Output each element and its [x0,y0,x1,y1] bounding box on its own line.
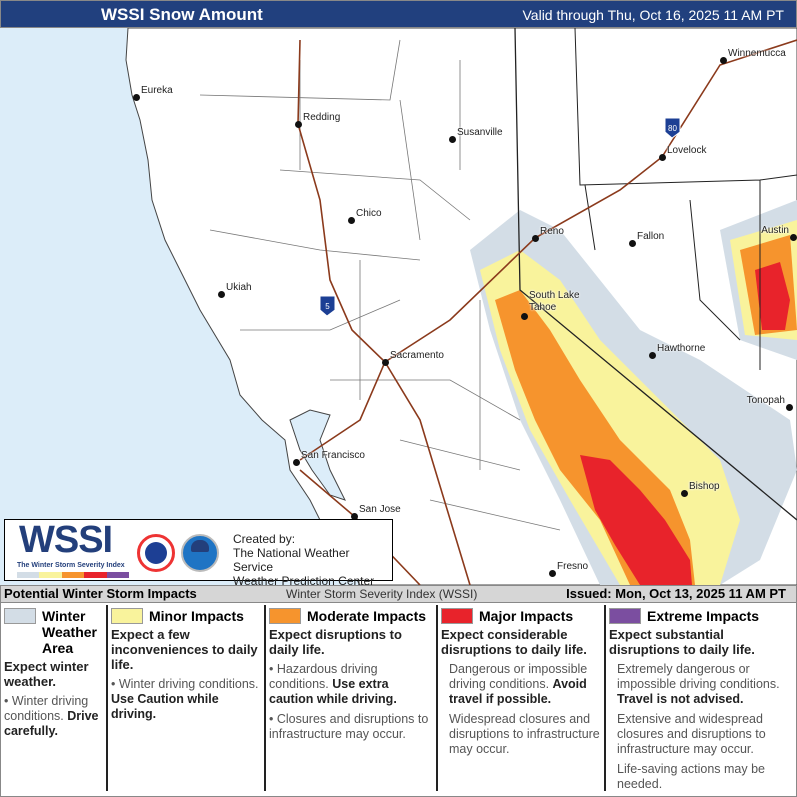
legend-expectation: Expect a few inconveniences to daily lif… [111,627,258,672]
city-label: Winnemucca [728,48,786,59]
noaa-logo-icon [181,534,219,572]
city-label: Lovelock [667,145,707,156]
nws-logo-icon [137,534,175,572]
city-label: San Jose [359,504,401,515]
credit-line: Weather Prediction Center [233,574,375,588]
city-dot [449,136,456,143]
legend-swatch [269,608,301,624]
legend-swatch [441,608,473,624]
logo-panel: WSSI The Winter Storm Severity Index Cre… [4,519,393,588]
legend-bullet: Life-saving actions may be needed. [617,762,765,791]
legend-extreme-impacts: Extreme Impacts Expect substantial disrup… [606,605,797,791]
legend-bullet: Dangerous or impossible driving conditio… [449,662,588,706]
city-dot [786,404,793,411]
interstate-80-shield: 80 [664,117,681,139]
legend-minor-impacts: Minor Impacts Expect a few inconveniences… [108,605,266,791]
boundaries [199,28,797,585]
wssi-color-bar [17,572,130,578]
legend-swatch [4,608,36,624]
sf-bay [289,409,346,501]
city-dot [293,459,300,466]
wssi-logo: WSSI [19,519,113,561]
svg-text:80: 80 [668,124,677,133]
city-label: Fresno [557,561,589,572]
city-dot [348,217,355,224]
legend-expectation: Expect disruptions to daily life. [269,627,402,657]
city-dot [720,57,727,64]
legend-expectation: Expect winter weather. [4,659,89,689]
legend-bullet: • Winter driving conditions. Drive caref… [4,694,99,738]
map-title: WSSI Snow Amount [101,5,263,24]
city-label: Bishop [689,481,720,492]
valid-time: Valid through Thu, Oct 16, 2025 11 AM PT [522,7,785,23]
city-label: Tonopah [746,395,785,406]
city-label: Hawthorne [657,343,706,354]
city-dot [681,490,688,497]
legend-label: Minor Impacts [149,608,244,624]
city-dot [790,234,797,241]
city-label: Austin [761,225,789,236]
legend-swatch [111,608,143,624]
legend-label: Extreme Impacts [647,608,760,624]
snow-areas [470,200,797,585]
city-label: Chico [356,208,382,219]
legend-title: Potential Winter Storm Impacts [4,586,197,601]
svg-text:5: 5 [325,302,330,311]
index-name: Winter Storm Severity Index (WSSI) [286,587,478,601]
legend-bullet: Widespread closures and disruptions to i… [449,712,600,756]
credit-line: The National Weather Service [233,546,350,574]
legend: Winter Weather Area Expect winter weather… [0,603,797,797]
legend-label: Moderate Impacts [307,608,427,624]
city-dot [295,121,302,128]
city-label: Sacramento [390,350,444,361]
legend-major-impacts: Major Impacts Expect considerable disrupt… [438,605,606,791]
legend-swatch [609,608,641,624]
city-label: Fallon [637,231,665,242]
interstate-5-shield: 5 [319,295,336,317]
city-label: Eureka [141,85,173,96]
legend-bullet: Extensive and widespread closures and di… [617,712,766,756]
credit-line: Created by: [233,532,296,546]
city-dot [521,313,528,320]
legend-label: Winter Weather Area [42,608,97,656]
city-dot [218,291,225,298]
legend-header: Potential Winter Storm Impacts Winter St… [0,585,797,603]
city-dot [649,352,656,359]
city-label: San Francisco [301,450,365,461]
city-label: Ukiah [226,282,252,293]
legend-moderate-impacts: Moderate Impacts Expect disruptions to da… [266,605,438,791]
city-label: Susanville [457,127,503,138]
legend-bullet: • Hazardous driving conditions. Use extr… [269,662,397,706]
city-dot [629,240,636,247]
legend-bullet: • Closures and disruptions to infrastruc… [269,712,429,741]
credits: Created by: The National Weather Service… [233,532,392,588]
legend-expectation: Expect substantial disruptions to daily … [609,627,755,657]
city-dot [382,359,389,366]
map-svg: 80 5 [0,28,797,585]
city-dot [133,94,140,101]
header-bar: WSSI Snow Amount Valid through Thu, Oct … [0,0,797,28]
city-dot [351,513,358,520]
legend-bullet: Extremely dangerous or impossible drivin… [617,662,780,706]
issued-time: Issued: Mon, Oct 13, 2025 11 AM PT [566,586,786,601]
legend-bullet: • Winter driving conditions. Use Caution… [111,677,259,721]
city-dot [532,235,539,242]
legend-label: Major Impacts [479,608,574,624]
legend-expectation: Expect considerable disruptions to daily… [441,627,587,657]
wssi-subtitle: The Winter Storm Severity Index [17,562,125,569]
legend-winter-weather-area: Winter Weather Area Expect winter weather… [1,605,108,791]
city-dot [659,154,666,161]
city-label: Reno [540,226,564,237]
city-dot [549,570,556,577]
map[interactable]: 80 5 Eureka Redding Susanville Chico Ukiah Sa… [0,28,797,585]
city-label: South Lake Tahoe [529,290,580,313]
city-label: Redding [303,112,341,123]
